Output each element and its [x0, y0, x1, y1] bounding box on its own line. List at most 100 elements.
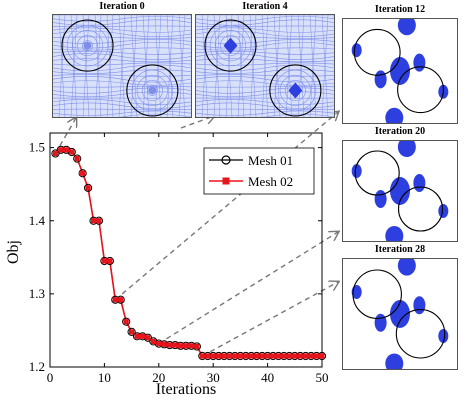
field-streak: [53, 47, 191, 51]
hole-circle: [354, 150, 400, 196]
data-point-mesh-02: [297, 353, 303, 359]
field-streak: [196, 39, 334, 44]
field-streak: [53, 110, 191, 116]
data-point-mesh-02: [188, 343, 195, 349]
material-blob: [223, 37, 238, 54]
arrow-to-iteration-4: [180, 116, 214, 129]
inset-image: [52, 14, 192, 118]
data-point-mesh-02: [313, 353, 320, 359]
x-tick-label: 40: [261, 370, 274, 385]
data-point-mesh-02: [112, 297, 118, 303]
data-point-mesh-02: [216, 353, 222, 359]
inset-title: Iteration 0: [99, 1, 145, 12]
data-point-mesh-01: [127, 327, 136, 336]
series-layer: [51, 145, 327, 361]
material-blob: [385, 226, 404, 241]
data-point-mesh-02: [80, 170, 86, 176]
field-streak: [196, 113, 334, 117]
field-streak: [196, 80, 334, 86]
field-streak: [196, 15, 334, 22]
legend-box: [203, 147, 315, 195]
data-point-mesh-02: [210, 353, 216, 359]
material-blob: [397, 19, 416, 36]
data-point-mesh-02: [90, 218, 97, 224]
material-blob: [397, 259, 416, 276]
inset-image: [342, 18, 458, 124]
data-point-mesh-02: [107, 258, 113, 264]
field-streak: [273, 15, 281, 117]
data-point-mesh-02: [199, 353, 205, 359]
field-ring: [82, 40, 93, 51]
field-ring: [274, 69, 317, 112]
field-streak: [196, 110, 334, 116]
material-blob: [413, 174, 426, 192]
plot-area: [49, 132, 323, 368]
arrow-to-iteration-20: [158, 232, 338, 345]
data-point-mesh-02: [139, 333, 146, 339]
field-ring: [136, 74, 168, 107]
data-point-mesh-02: [118, 297, 124, 303]
data-point-mesh-02: [134, 333, 140, 339]
field-streak: [196, 91, 334, 98]
field-streak: [130, 15, 138, 117]
y-tick-label: 1.2: [29, 359, 45, 374]
field-streak: [196, 36, 334, 39]
field-streak: [237, 15, 245, 117]
inset-title: Iteration 12: [374, 4, 426, 15]
field-streak: [196, 27, 334, 33]
field-streak: [196, 41, 334, 49]
material-blob: [385, 107, 404, 123]
data-point-mesh-02: [205, 353, 211, 359]
data-point-mesh-02: [292, 353, 298, 359]
field-streak: [58, 15, 66, 117]
field-ring: [279, 74, 311, 107]
arrow-to-iteration-28: [201, 282, 338, 357]
data-point-mesh-02: [156, 341, 162, 347]
field-streak: [196, 25, 334, 28]
data-point-mesh-02: [63, 147, 69, 153]
data-point-mesh-02: [123, 319, 129, 325]
data-point-mesh-02: [74, 155, 80, 162]
hole-circle: [61, 19, 114, 72]
field-streak: [53, 108, 191, 111]
data-point-mesh-02: [52, 150, 59, 157]
field-streak: [94, 15, 102, 117]
y-tick-label: 1.5: [29, 140, 45, 155]
field-streak: [53, 25, 191, 28]
inset-title: Iteration 28: [374, 244, 426, 255]
inset-iteration-4: Iteration 4: [195, 0, 335, 118]
field-streak: [53, 30, 191, 38]
hole-circle: [126, 64, 179, 117]
x-axis-label: Iterations: [156, 381, 216, 398]
data-point-mesh-02: [85, 185, 91, 191]
data-point-mesh-02: [303, 353, 309, 359]
data-point-mesh-02: [145, 335, 151, 341]
field-ring: [284, 79, 306, 101]
data-point-mesh-02: [129, 329, 135, 335]
data-point-mesh-02: [308, 353, 314, 359]
material-blob: [288, 82, 303, 99]
data-point-mesh-02: [281, 353, 287, 359]
inset-iteration-12: Iteration 12: [340, 4, 460, 124]
data-point-mesh-01: [78, 169, 87, 178]
material-blob: [438, 204, 449, 218]
field-streak: [53, 91, 191, 98]
data-point-mesh-02: [248, 353, 254, 359]
inset-image: [342, 140, 458, 242]
field-ring: [219, 35, 241, 57]
data-point-mesh-02: [177, 343, 184, 349]
field-streak: [249, 15, 257, 117]
material-blob: [413, 296, 426, 315]
data-point-mesh-02: [243, 353, 249, 359]
material-blob: [374, 313, 387, 332]
field-streak: [118, 15, 126, 117]
field-streak: [261, 15, 269, 117]
legend-marker-mesh-01: [221, 155, 231, 165]
data-point-mesh-01: [83, 183, 93, 192]
field-streak: [196, 99, 334, 105]
data-point-mesh-02: [254, 353, 260, 359]
field-streak: [213, 15, 221, 117]
y-tick-label: 1.3: [29, 286, 45, 301]
data-point-mesh-01: [122, 317, 131, 326]
field-streak: [53, 99, 191, 105]
